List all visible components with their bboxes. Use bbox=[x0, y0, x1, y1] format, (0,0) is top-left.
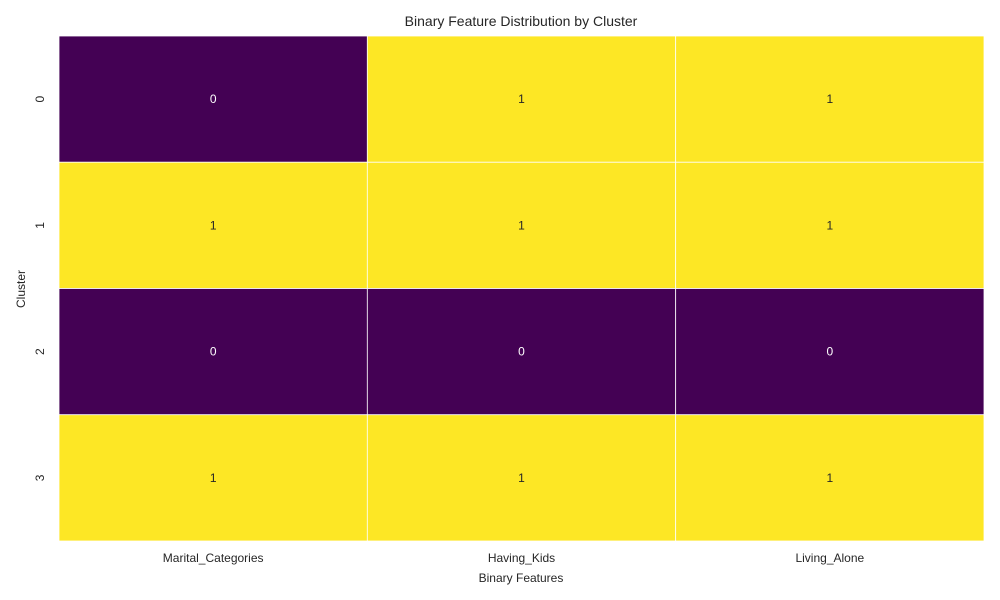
x-axis-label: Binary Features bbox=[479, 571, 564, 585]
y-axis-label: Cluster bbox=[14, 270, 28, 308]
heatmap-cell-r1-c2 bbox=[675, 161, 985, 289]
cell-value-label: 1 bbox=[826, 471, 833, 485]
heatmap-cell-r2-c1 bbox=[366, 288, 677, 416]
cell-value-label: 0 bbox=[518, 345, 525, 359]
heatmap-cells: 0 1 1 1 1 1 0 0 0 1 1 1 bbox=[58, 35, 985, 542]
x-tick-label: Living_Alone bbox=[795, 551, 864, 565]
y-tick-label: 0 bbox=[33, 95, 47, 102]
heatmap-cell-r1-c0 bbox=[58, 161, 368, 289]
heatmap-cell-r3-c2 bbox=[675, 414, 985, 542]
heatmap-cell-r0-c0 bbox=[58, 35, 368, 163]
y-tick-label: 2 bbox=[33, 348, 47, 355]
cell-value-label: 1 bbox=[518, 471, 525, 485]
cell-value-label: 1 bbox=[826, 218, 833, 232]
x-tick-label: Having_Kids bbox=[488, 551, 555, 565]
cell-value-label: 1 bbox=[518, 92, 525, 106]
y-tick-label: 1 bbox=[33, 222, 47, 229]
cell-value-label: 1 bbox=[210, 471, 217, 485]
chart-title: Binary Feature Distribution by Cluster bbox=[405, 13, 638, 29]
cell-value-label: 1 bbox=[210, 218, 217, 232]
cell-value-label: 1 bbox=[826, 92, 833, 106]
cell-value-label: 1 bbox=[518, 218, 525, 232]
cell-value-label: 0 bbox=[210, 92, 217, 106]
heatmap-cell-r1-c1 bbox=[366, 161, 677, 289]
heatmap-cell-r2-c0 bbox=[58, 288, 368, 416]
heatmap-cell-r3-c0 bbox=[58, 414, 368, 542]
x-tick-label: Marital_Categories bbox=[163, 551, 264, 565]
heatmap-cell-r0-c1 bbox=[366, 35, 677, 163]
heatmap-cell-r0-c2 bbox=[675, 35, 985, 163]
cell-value-label: 0 bbox=[210, 345, 217, 359]
cell-value-label: 0 bbox=[826, 345, 833, 359]
y-tick-label: 3 bbox=[33, 474, 47, 481]
axis-ticks: Marital_Categories Having_Kids Living_Alon… bbox=[33, 95, 865, 565]
